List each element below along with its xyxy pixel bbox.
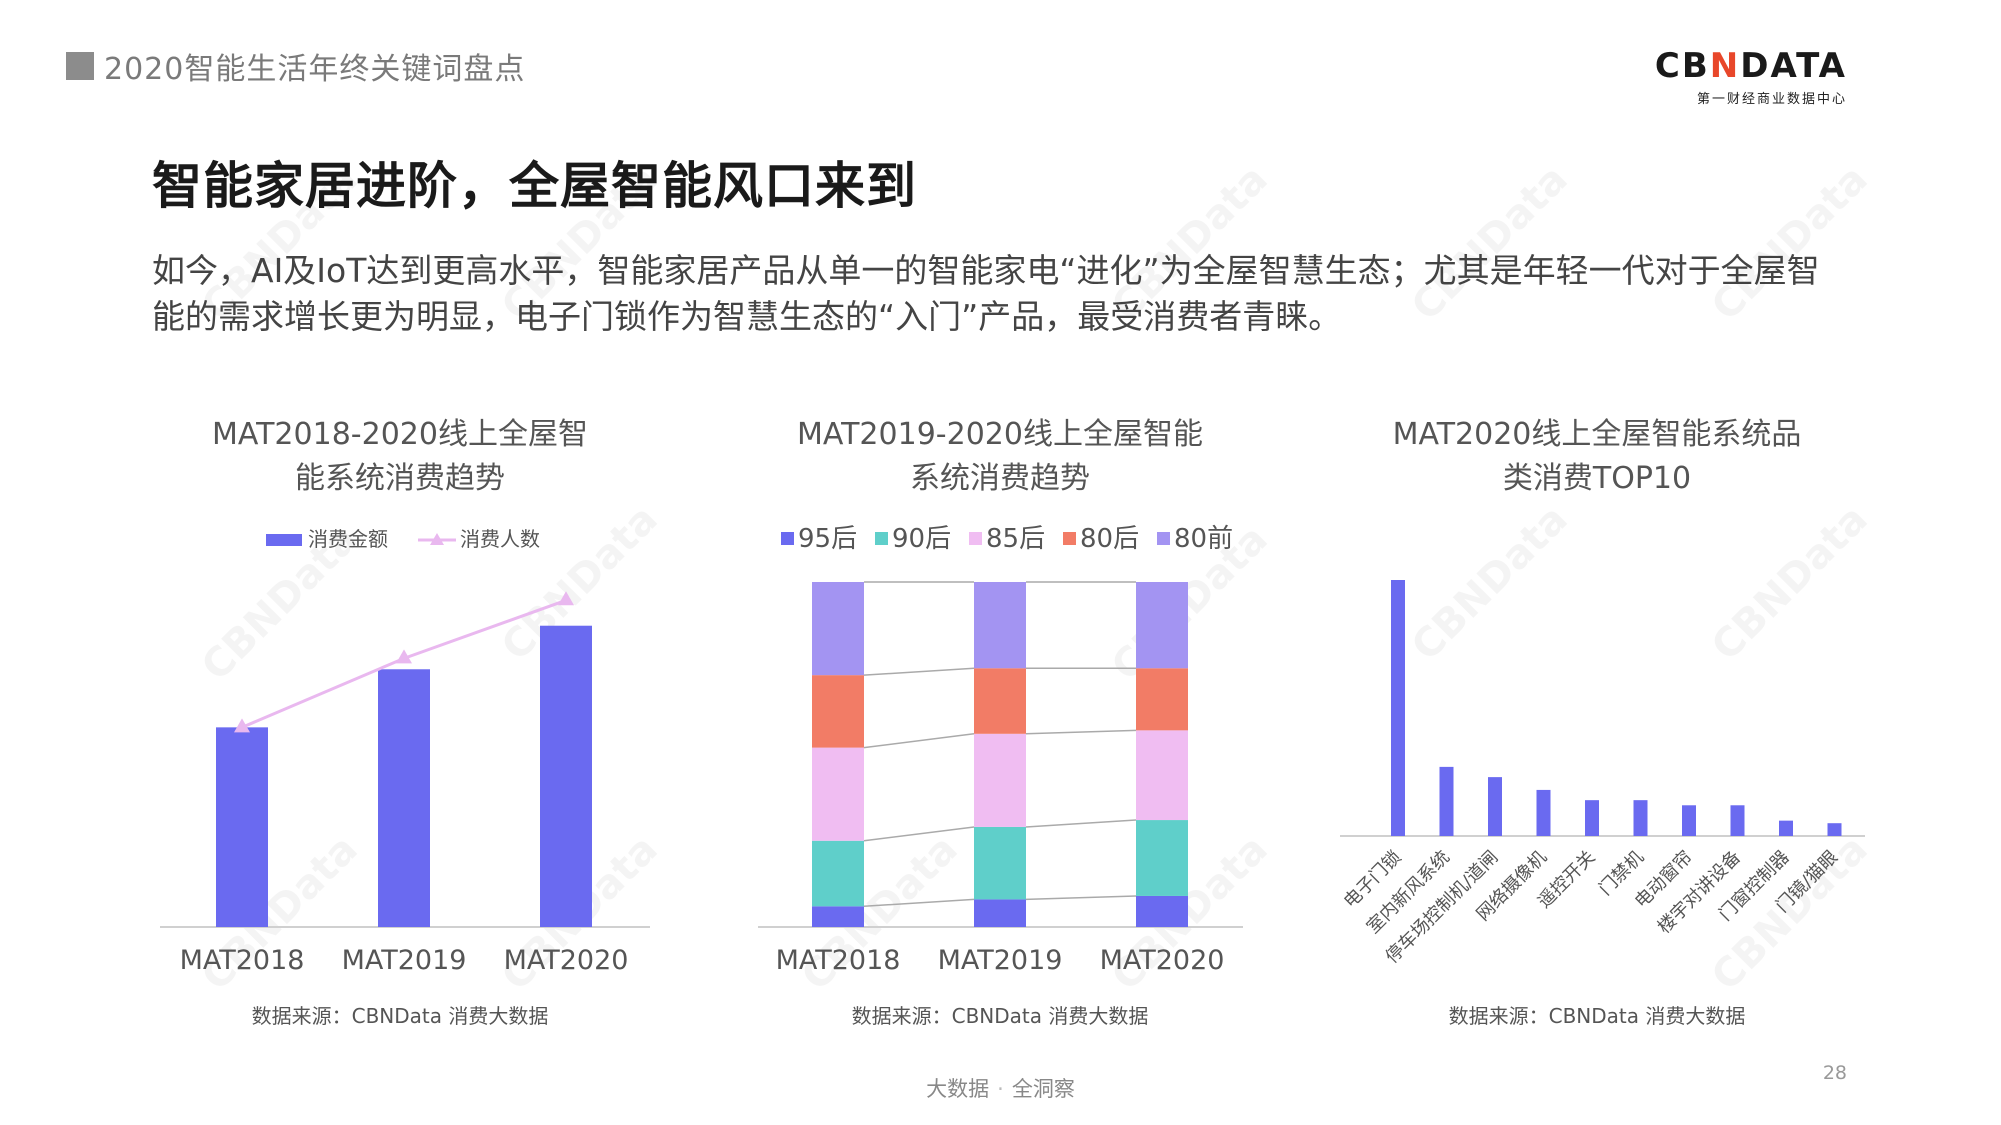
bar-室内新风系统 [1439, 766, 1454, 836]
line-marker-MAT2020 [558, 591, 574, 606]
seg-80后-MAT2020 [1136, 668, 1188, 731]
legend-label-people: 消费人数 [460, 527, 540, 551]
footer-text: 大数据 [926, 1077, 990, 1101]
legend-swatch-85后 [969, 532, 982, 545]
section-header: 2020智能生活年终关键词盘点 [66, 44, 525, 88]
connector-line [863, 733, 975, 749]
x-tick-label: MAT2020 [504, 945, 629, 976]
chart3-title: MAT2020线上全屋智能系统品 类消费TOP10 [1392, 417, 1802, 496]
x-tick-label: MAT2019 [938, 945, 1063, 976]
legend-label-85后: 85后 [986, 524, 1045, 554]
page-title: 智能家居进阶，全屋智能风口来到 [152, 157, 917, 215]
logo-subtitle: 第一财经商业数据中心 [1696, 92, 1847, 107]
chart3-source: 数据来源：CBNData 消费大数据 [1448, 1004, 1746, 1028]
page-number: 28 [1822, 1062, 1847, 1084]
x-tick-label: MAT2019 [342, 945, 467, 976]
seg-95后-MAT2020 [1136, 895, 1188, 927]
intro-paragraph: 如今，AI及IoT达到更高水平，智能家居产品从单一的智能家电“进化”为全屋智慧生… [152, 251, 1820, 336]
seg-90后-MAT2019 [974, 826, 1026, 900]
seg-80后-MAT2019 [974, 668, 1026, 734]
seg-95后-MAT2019 [974, 899, 1026, 927]
x-tick-label: MAT2020 [1100, 945, 1225, 976]
bar-amount-MAT2020 [540, 625, 592, 927]
line-marker-MAT2019 [396, 649, 412, 664]
section-title: 2020智能生活年终关键词盘点 [104, 52, 526, 87]
legend-marker-people [430, 533, 444, 545]
bar-楼宇对讲设备 [1730, 805, 1745, 836]
connector-line [1025, 729, 1137, 735]
chart1-legend: 消费金额 消费人数 [266, 527, 540, 551]
bar-电子门锁 [1391, 580, 1405, 836]
legend-label-95后: 95后 [798, 524, 857, 554]
section-marker [66, 52, 94, 80]
legend-swatch-90后 [875, 532, 888, 545]
chart1-bar-line-chart: 消费金额 消费人数 MAT2018 MAT2019 MAT2020 [160, 527, 650, 976]
connector-line [1025, 819, 1137, 828]
bar-门窗控制器 [1779, 820, 1793, 836]
seg-80前-MAT2018 [812, 582, 864, 676]
bar-amount-MAT2019 [378, 669, 430, 927]
chart2-stacked-bar-chart: 95后 90后 85后 80后 80前 MAT2018 MAT2019 MAT2020 [758, 524, 1243, 976]
legend-swatch-amount [266, 534, 302, 546]
connector-line [863, 826, 975, 842]
chart2-legend: 95后 90后 85后 80后 80前 [781, 524, 1233, 554]
chart3-top10-bar-chart: 电子门锁室内新风系统停车场控制机/道闸网络摄像机遥控开关门禁机电动窗帘楼宇对讲设… [1340, 580, 1865, 968]
seg-95后-MAT2018 [812, 906, 864, 927]
connector-line [863, 667, 975, 676]
bar-遥控开关 [1585, 800, 1599, 836]
seg-85后-MAT2019 [974, 733, 1026, 827]
bar-电动窗帘 [1682, 805, 1696, 836]
line-marker-MAT2018 [234, 718, 250, 733]
seg-80后-MAT2018 [812, 675, 864, 748]
bar-门禁机 [1633, 800, 1648, 836]
legend-label-80后: 80后 [1080, 524, 1139, 554]
connector-line [1025, 895, 1137, 901]
chart2-source: 数据来源：CBNData 消费大数据 [851, 1004, 1149, 1028]
chart1-title: MAT2018-2020线上全屋智 能系统消费趋势 [212, 417, 588, 496]
seg-90后-MAT2018 [812, 840, 864, 907]
chart1-source: 数据来源：CBNData 消费大数据 [251, 1004, 549, 1028]
seg-85后-MAT2020 [1136, 730, 1188, 821]
legend-label-90后: 90后 [892, 524, 951, 554]
legend-label-80前: 80前 [1174, 524, 1233, 554]
bar-停车场控制机/道闸 [1488, 777, 1502, 836]
chart2-title: MAT2019-2020线上全屋智能 系统消费趋势 [797, 417, 1203, 496]
bar-门镜/猫眼 [1827, 823, 1842, 836]
connector-line [863, 898, 975, 908]
bar-网络摄像机 [1536, 789, 1551, 836]
footer-slogan: 大数据 · 全洞察 [926, 1077, 1075, 1101]
legend-label-amount: 消费金额 [308, 527, 388, 551]
cbndata-logo: CBNDATA 第一财经商业数据中心 [1654, 46, 1847, 107]
legend-swatch-80前 [1157, 532, 1170, 545]
x-tick-label: MAT2018 [776, 945, 901, 976]
bar-amount-MAT2018 [216, 727, 268, 927]
footer-text: 全洞察 [1011, 1077, 1075, 1101]
seg-80前-MAT2020 [1136, 582, 1188, 669]
legend-swatch-80后 [1063, 532, 1076, 545]
legend-swatch-95后 [781, 532, 794, 545]
x-tick-label: MAT2018 [180, 945, 305, 976]
seg-90后-MAT2020 [1136, 820, 1188, 896]
seg-85后-MAT2018 [812, 747, 864, 841]
seg-80前-MAT2019 [974, 582, 1026, 669]
